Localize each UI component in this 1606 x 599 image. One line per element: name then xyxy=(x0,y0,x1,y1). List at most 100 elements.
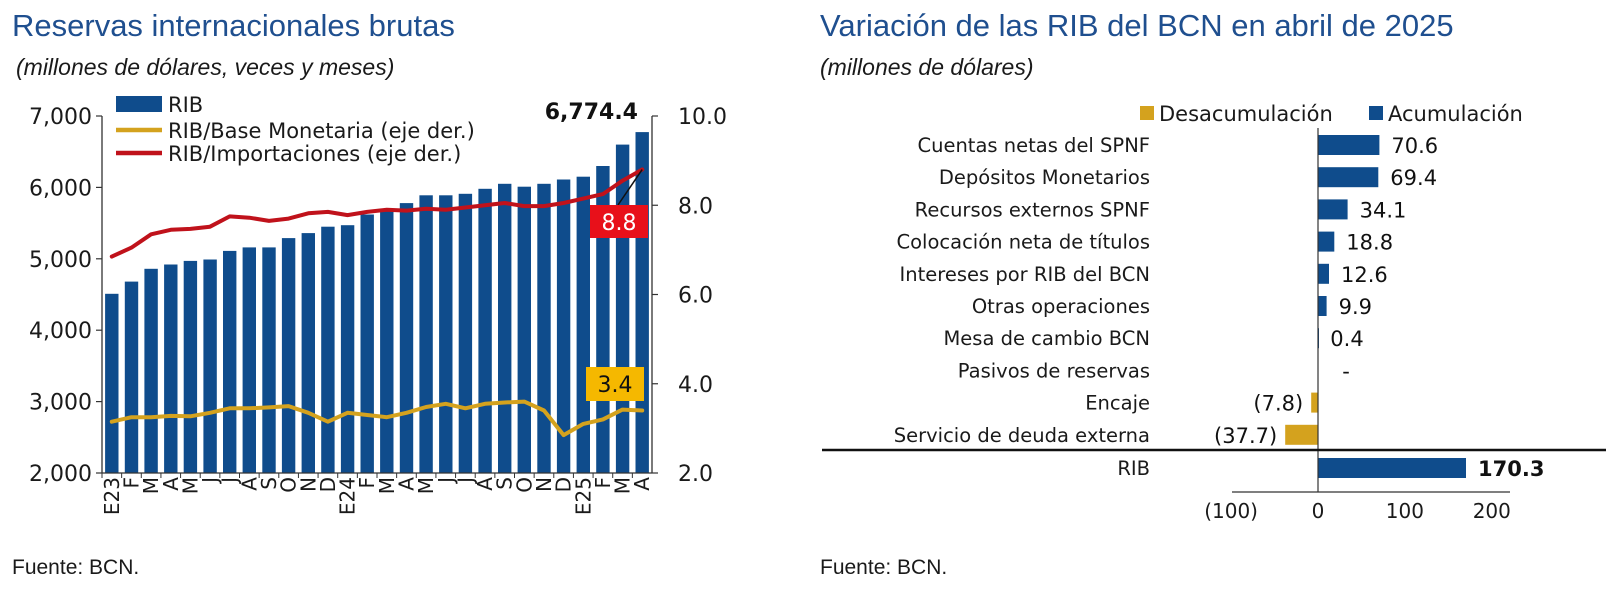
callout-label-base-monetaria: 3.4 xyxy=(598,373,633,398)
y-tick-label-left: 2,000 xyxy=(29,462,92,487)
y-tick-label-right: 8.0 xyxy=(678,194,713,219)
y-tick-label-right: 2.0 xyxy=(678,462,713,487)
x-tick-label: A xyxy=(237,477,261,491)
chart-title: Variación de las RIB del BCN en abril de… xyxy=(820,8,1454,43)
y-tick-label-left: 7,000 xyxy=(29,105,92,130)
value-label: 34.1 xyxy=(1360,198,1407,222)
legend-label: Desacumulación xyxy=(1159,102,1333,126)
legend-label: RIB/Base Monetaria (eje der.) xyxy=(168,119,475,143)
x-tick-label: E24 xyxy=(336,477,360,515)
bar-5 xyxy=(1318,296,1327,316)
bar-rib-4 xyxy=(183,260,198,473)
bar-rib-12 xyxy=(340,225,355,473)
category-label: Encaje xyxy=(1085,392,1150,415)
x-tick-label: A xyxy=(394,477,418,491)
line-rib-importaciones xyxy=(109,167,645,259)
x-tick-label: J xyxy=(218,477,242,485)
x-tick-label: M xyxy=(375,477,399,494)
annotation-rib-value: 6,774.4 xyxy=(545,100,638,125)
value-label: 0.4 xyxy=(1330,327,1363,351)
x-tick-label: J xyxy=(434,477,458,485)
value-label: (37.7) xyxy=(1214,424,1277,448)
y-tick-label-right: 10.0 xyxy=(678,105,727,130)
x-tick-label: D xyxy=(552,477,576,492)
value-label: - xyxy=(1342,359,1350,383)
bar-9 xyxy=(1285,424,1318,445)
legend-swatch-desacumulacion xyxy=(1140,106,1154,120)
x-tick-label: M xyxy=(414,477,438,494)
bar-1 xyxy=(1318,167,1379,188)
y-tick-label-left: 3,000 xyxy=(29,391,92,416)
bar-rib-5 xyxy=(203,259,217,473)
x-tick-label: N xyxy=(296,477,320,492)
source-note: Fuente: BCN. xyxy=(820,556,948,579)
bar-rib-10 xyxy=(301,233,315,473)
bar-rib-15 xyxy=(399,203,414,473)
value-label: 9.9 xyxy=(1339,295,1372,319)
category-label: Pasivos de reservas xyxy=(958,359,1150,382)
bar-rib-20 xyxy=(498,183,512,474)
bar-rib-8 xyxy=(262,247,276,473)
x-tick-label: A xyxy=(473,477,497,491)
bar-rib-1 xyxy=(124,281,139,473)
chart-title: Reservas internacionales brutas xyxy=(12,8,455,43)
x-tick-label: A xyxy=(159,477,183,491)
x-tick-label: N xyxy=(532,477,556,492)
x-tick-label: M xyxy=(611,477,635,494)
x-tick-label: F xyxy=(355,477,379,489)
line-rib-base-monetaria xyxy=(109,399,645,438)
bar-rib-23 xyxy=(556,179,571,473)
bar-rib-9 xyxy=(281,238,296,473)
bar-rib-3 xyxy=(164,264,178,473)
bar-0 xyxy=(1318,135,1380,155)
legend-label: RIB/Importaciones (eje der.) xyxy=(168,142,461,166)
category-label: Cuentas netas del SPNF xyxy=(917,134,1150,157)
bar-rib-17 xyxy=(439,195,453,474)
x-tick-label: E23 xyxy=(100,477,124,515)
chart-reservas: Reservas internacionales brutas (millone… xyxy=(0,0,800,599)
bar-4 xyxy=(1318,263,1329,284)
y-tick-label-left: 6,000 xyxy=(29,176,92,201)
x-tick-label: S xyxy=(493,477,517,490)
value-label: 69.4 xyxy=(1390,166,1437,190)
bar-rib-11 xyxy=(321,226,335,473)
bar-8 xyxy=(1311,392,1318,413)
bar-rib-14 xyxy=(380,208,394,474)
category-label: Otras operaciones xyxy=(972,295,1150,318)
value-label: (7.8) xyxy=(1253,392,1303,416)
x-tick-label: O xyxy=(512,477,536,493)
bar-rib-19 xyxy=(478,188,492,474)
category-label: RIB xyxy=(1117,457,1150,480)
chart-variacion: Variación de las RIB del BCN en abril de… xyxy=(820,0,1606,599)
x-tick-label: O xyxy=(277,477,301,493)
value-label: 70.6 xyxy=(1391,134,1438,158)
y-tick-label-right: 6.0 xyxy=(678,284,713,309)
bar-3 xyxy=(1318,231,1335,252)
y-tick-label-left: 5,000 xyxy=(29,248,92,273)
bar-rib-18 xyxy=(458,193,473,474)
x-tick-label: M xyxy=(178,477,202,494)
legend-label: Acumulación xyxy=(1388,102,1523,126)
bar-10 xyxy=(1318,458,1466,478)
category-label: Recursos externos SPNF xyxy=(915,198,1150,221)
callout-box-base-monetaria xyxy=(586,367,644,401)
callout-box-importaciones xyxy=(590,205,648,238)
legend-label: RIB xyxy=(168,93,203,117)
x-tick-label: S xyxy=(257,477,281,490)
chart-variacion-plot: Desacumulación Acumulación Cuentas netas d… xyxy=(822,102,1606,523)
bar-rib-27 xyxy=(635,132,649,473)
callout-leader-importaciones xyxy=(617,169,643,206)
callout-label-importaciones: 8.8 xyxy=(602,211,637,236)
x-tick-label: 0 xyxy=(1312,499,1325,523)
value-label: 170.3 xyxy=(1478,457,1544,481)
bar-rib-2 xyxy=(144,268,158,473)
y-tick-label-left: 4,000 xyxy=(29,319,92,344)
chart-subtitle: (millones de dólares) xyxy=(820,54,1034,80)
value-label: 18.8 xyxy=(1346,231,1393,255)
value-label: 12.6 xyxy=(1341,263,1388,287)
x-tick-label: (100) xyxy=(1204,499,1258,523)
chart-subtitle: (millones de dólares, veces y meses) xyxy=(16,54,395,80)
category-label: Servicio de deuda externa xyxy=(894,424,1150,447)
bar-rib-22 xyxy=(537,183,551,474)
category-label: Colocación neta de títulos xyxy=(897,231,1151,254)
